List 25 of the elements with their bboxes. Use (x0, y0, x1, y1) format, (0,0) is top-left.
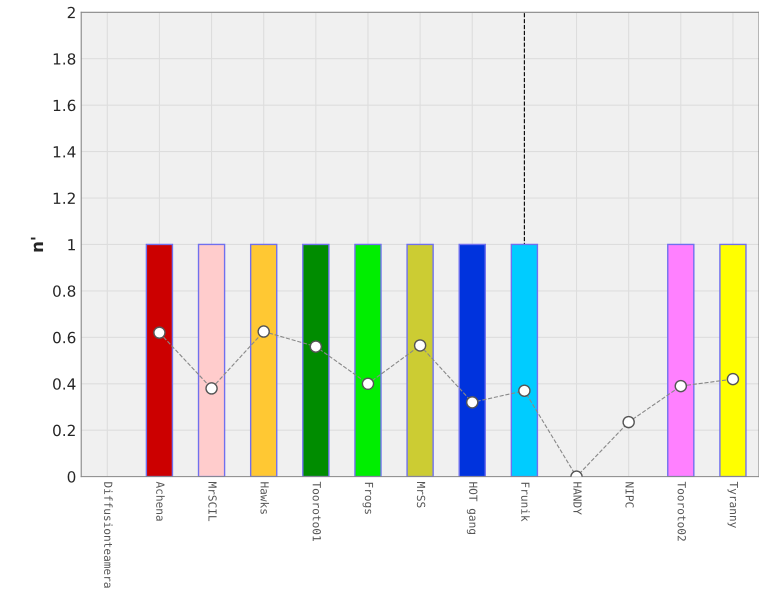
y-axis-title: n' (30, 238, 44, 252)
y-tick-label: 0.4 (53, 378, 76, 390)
y-tick-label: 1.8 (54, 53, 76, 65)
y-tick-label: 1.6 (54, 100, 76, 112)
y-tick-label: 2 (68, 6, 75, 18)
x-tick-label: Frogs (362, 482, 374, 514)
y-tick-label: 1 (68, 239, 75, 250)
x-tick-label: HOT gang (466, 482, 478, 534)
y-tick-label: 0 (68, 471, 76, 483)
y-tick-label: 0.2 (53, 424, 75, 436)
x-tick-label: Diffusionteamera (104, 482, 113, 588)
x-tick-label: Hawks (260, 482, 270, 514)
y-tick-label: 0.6 (53, 332, 76, 344)
y-tick-label: 1.4 (54, 146, 76, 158)
x-tick-label: HANDY (573, 482, 582, 515)
x-tick-label: NIPC (625, 482, 634, 508)
x-tick-label: MrSS (416, 482, 426, 508)
y-tick-label: 1.2 (54, 192, 75, 204)
x-tick-label: Achena (156, 482, 165, 521)
x-tick-label: MrSCIL (208, 482, 217, 522)
x-tick-label: Tyranny (728, 482, 738, 528)
x-tick-label: Tooroto01 (312, 482, 321, 541)
x-tick-label: Frunik (521, 482, 530, 522)
x-tick-label: Tooroto02 (678, 482, 686, 541)
y-tick-label: 0.8 (53, 285, 76, 297)
